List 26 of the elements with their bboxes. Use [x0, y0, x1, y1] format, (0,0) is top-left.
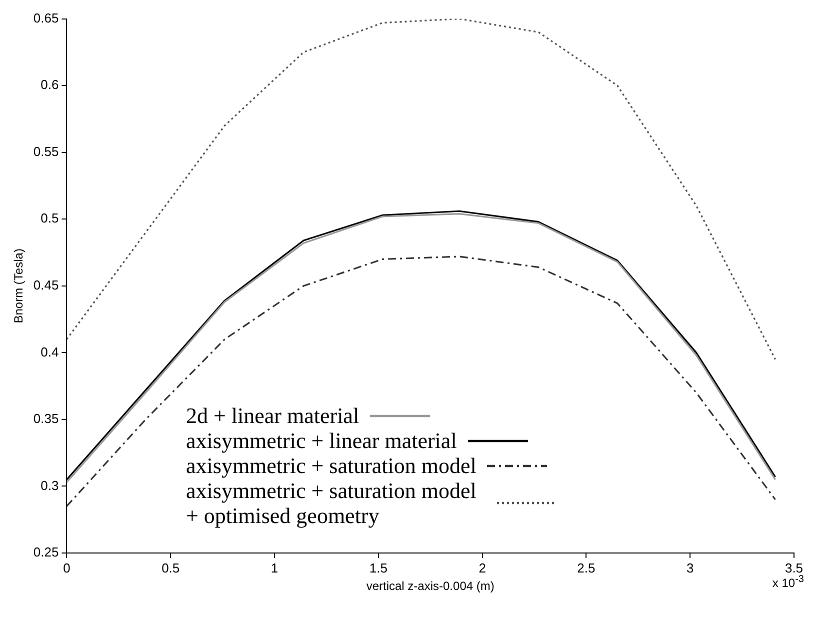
y-tick-label: 0.25 [33, 544, 59, 560]
x-axis-title: vertical z-axis-0.004 (m) [366, 579, 494, 594]
y-tick-label: 0.3 [40, 478, 59, 493]
legend-label: axisymmetric + saturation model + optimised geometry [186, 478, 478, 528]
x-tick-label: 0.5 [162, 560, 180, 576]
x-tick-label: 2 [478, 560, 486, 576]
x-tick-label: 1.5 [369, 560, 388, 576]
legend-label: 2d + linear material [186, 403, 360, 428]
line-series [66, 18, 776, 360]
text: x 10$^{-3}$ [772, 574, 804, 590]
legend-label: axisymmetric + saturation model [186, 453, 476, 478]
y-tick-label: 0.5 [40, 210, 59, 226]
x-tick-label: 3 [686, 560, 694, 576]
y-tick-label: 0.6 [40, 77, 59, 92]
x-tick-label: 1 [270, 560, 278, 576]
y-axis-title: Bnorm (Tesla) [12, 248, 26, 324]
y-tick-label: 0.65 [33, 10, 59, 26]
legend-label: axisymmetric + linear material [186, 428, 457, 453]
y-tick-label: 0.4 [40, 344, 59, 360]
x-tick-label: 0 [63, 560, 70, 576]
x-tick-label: 3.5 [784, 560, 804, 576]
y-tick-label: 0.35 [33, 411, 59, 426]
x-tick-label: 2.5 [577, 560, 596, 576]
y-tick-label: 0.45 [33, 277, 59, 292]
y-tick-label: 0.55 [33, 144, 59, 159]
line-series [66, 256, 776, 508]
